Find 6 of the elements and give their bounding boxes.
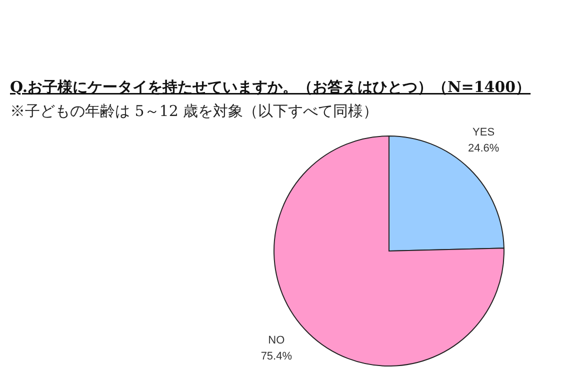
chart-subtitle: ※子どもの年齢は 5～12 歳を対象（以下すべて同様） [10,102,378,120]
data-label: 75.4% [260,350,292,362]
data-label: 24.6% [468,142,500,155]
slice-label: NO [268,334,286,346]
slice-label: YES [472,126,495,139]
chart-title: Q.お子様にケータイを持たせていますか。（お答えはひとつ）（N=1400） [10,78,531,96]
